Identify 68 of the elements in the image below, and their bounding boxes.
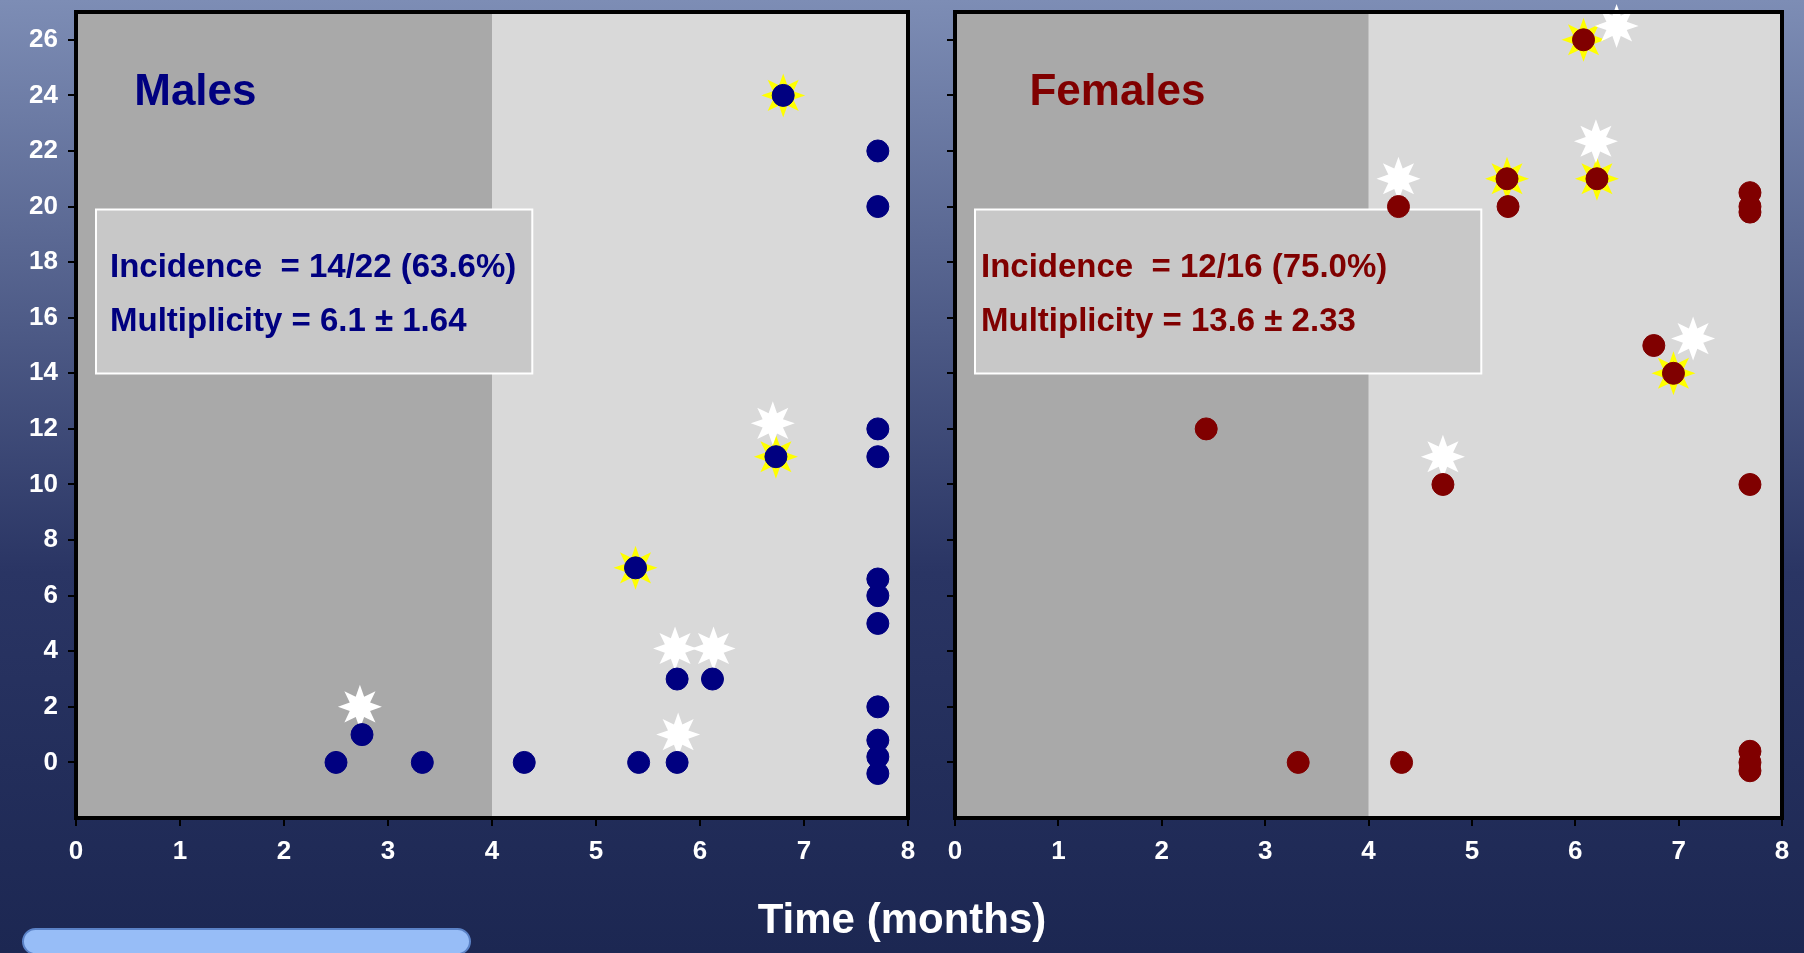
point — [1738, 472, 1762, 496]
annotation: Incidence = 12/16 (75.0%) — [981, 246, 1388, 284]
point — [1386, 195, 1410, 219]
point — [1431, 472, 1455, 496]
x-tick-label: 5 — [588, 834, 604, 865]
point — [324, 750, 348, 774]
point — [866, 695, 890, 719]
x-tick-label: 5 — [1464, 834, 1480, 865]
y-tick-label: 12 — [29, 412, 58, 443]
point — [627, 750, 651, 774]
annotation: Incidence = 14/22 (63.6%) — [110, 246, 517, 284]
x-tick-label: 1 — [1051, 834, 1066, 865]
point — [1496, 195, 1520, 219]
point — [866, 195, 890, 219]
y-tick-label: 16 — [29, 300, 58, 331]
y-tick-label: 22 — [29, 134, 58, 165]
x-tick-label: 8 — [900, 834, 916, 865]
text: Males — [134, 64, 257, 114]
y-tick-label: 10 — [29, 467, 58, 498]
x-axis-title: Time (months) — [756, 895, 1048, 943]
x-tick-label: 6 — [1568, 834, 1583, 865]
point — [866, 762, 890, 786]
x-tick-label: 7 — [796, 834, 812, 865]
x-tick-label: 2 — [276, 834, 292, 865]
x-tick-label: 4 — [484, 834, 500, 865]
x-tick-label: 1 — [172, 834, 188, 865]
x-tick-label: 2 — [1154, 834, 1169, 865]
point — [665, 750, 689, 774]
text: Females — [1029, 64, 1206, 114]
point — [1286, 750, 1310, 774]
y-tick-label: 14 — [29, 356, 59, 387]
x-tick-label: 0 — [947, 834, 963, 865]
point — [700, 667, 724, 691]
point — [866, 417, 890, 441]
point — [866, 611, 890, 635]
point — [1594, 3, 1639, 48]
point — [1671, 316, 1716, 361]
x-tick-label: 3 — [380, 834, 396, 865]
x-tick-label: 8 — [1774, 834, 1790, 865]
point — [750, 401, 795, 446]
point — [1390, 750, 1414, 774]
point — [866, 139, 890, 163]
y-tick-label: 2 — [43, 690, 58, 720]
annotation: Multiplicity = 13.6 ± 2.33 — [981, 300, 1356, 338]
point — [1642, 334, 1666, 358]
point — [866, 445, 890, 469]
point — [1194, 417, 1218, 441]
point — [350, 723, 374, 747]
point — [410, 750, 434, 774]
point — [1573, 119, 1618, 164]
x-tick-label: 0 — [68, 834, 84, 865]
y-tick-label: 4 — [43, 634, 59, 665]
y-tick-label: 24 — [29, 78, 59, 109]
y-tick-label: 20 — [29, 189, 58, 220]
annotation: Multiplicity = 6.1 ± 1.64 — [110, 300, 468, 338]
x-tick-label: 7 — [1671, 834, 1686, 865]
y-tick-label: 6 — [43, 578, 58, 609]
point — [691, 626, 736, 671]
y-tick-label: 18 — [29, 245, 58, 276]
x-tick-label: 3 — [1257, 834, 1273, 865]
point — [665, 667, 689, 691]
y-tick-label: 8 — [43, 523, 58, 554]
y-tick-label: 0 — [43, 745, 58, 776]
x-tick-label: 6 — [692, 834, 708, 865]
point — [512, 750, 536, 774]
x-tick-label: 4 — [1361, 834, 1377, 865]
y-tick-label: 26 — [29, 22, 58, 53]
point — [866, 584, 890, 608]
